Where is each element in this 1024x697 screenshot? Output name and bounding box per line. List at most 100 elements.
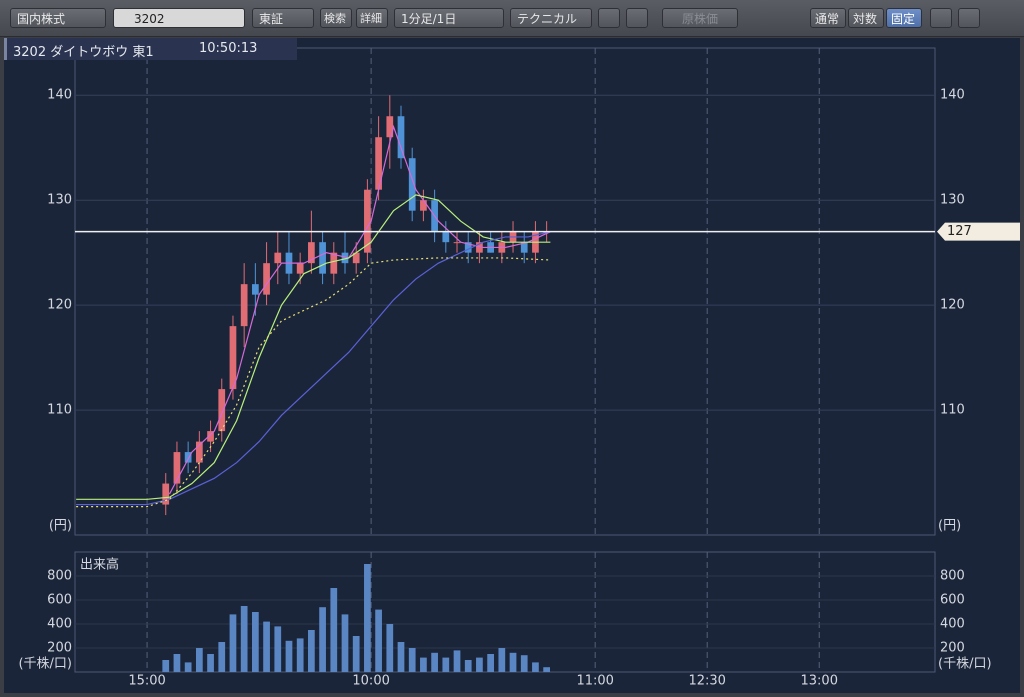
symbol: 3202 ダイトウボウ 東1	[13, 45, 154, 60]
volume-bar	[285, 640, 293, 672]
candle-body	[207, 431, 214, 442]
search-button[interactable]: 検索	[320, 8, 352, 28]
candle-body	[453, 242, 461, 244]
candle-body	[274, 252, 282, 264]
draw-button[interactable]	[598, 8, 620, 28]
volume-unit-right: (千株/口)	[938, 657, 992, 672]
candle-body	[420, 200, 427, 211]
y-tick-label-right: 600	[940, 593, 965, 608]
y-tick-label: 600	[47, 593, 72, 608]
volume-bar	[229, 614, 237, 672]
volume-bar	[207, 654, 214, 672]
volume-bar	[263, 621, 270, 672]
volume-bar	[296, 638, 304, 672]
x-tick-label: 13:00	[801, 674, 838, 689]
y-tick-label-right: 400	[940, 617, 965, 632]
candle-body	[240, 284, 248, 327]
volume-bar	[352, 636, 360, 672]
candle-body	[229, 326, 237, 390]
price-panel	[74, 47, 936, 536]
toolbar: 国内株式 3202 東証 検索 詳細 1分足/1日 テクニカル 原株価 通常 対…	[0, 0, 1024, 37]
volume-bar	[364, 564, 371, 672]
moving-average	[76, 257, 551, 508]
candle-body	[162, 483, 170, 505]
y-tick-label-right: 130	[940, 193, 965, 208]
candle-body	[408, 158, 416, 211]
candle-body	[520, 242, 528, 253]
candle-body	[386, 116, 394, 138]
volume-bar	[218, 642, 226, 672]
y-tick-label: 120	[47, 298, 72, 313]
y-tick-label-right: 110	[940, 403, 965, 418]
log-mode[interactable]: 対数	[848, 8, 884, 28]
y-unit-right: (円)	[938, 519, 961, 534]
x-tick-label: 15:00	[128, 674, 165, 689]
x-tick-label: 12:30	[688, 674, 725, 689]
volume-bar	[498, 648, 506, 672]
candle-body	[173, 452, 181, 484]
quote-time: 10:50:13	[199, 41, 258, 56]
volume-bar	[487, 654, 494, 672]
y-tick-label-right: 800	[940, 569, 965, 584]
exchange-select[interactable]: 東証	[252, 8, 314, 28]
volume-bar	[274, 626, 282, 672]
symbol-header: 3202 ダイトウボウ 東1 10:50:13	[4, 38, 297, 60]
y-tick-label: 140	[47, 88, 72, 103]
candle-body	[397, 116, 405, 159]
volume-bar	[184, 662, 192, 672]
shrink-button[interactable]	[958, 8, 980, 28]
moving-average	[76, 231, 551, 506]
candle-body	[308, 242, 315, 264]
undo-button[interactable]	[930, 8, 952, 28]
market-select[interactable]: 国内株式	[10, 8, 106, 28]
candle-body	[375, 137, 382, 190]
technical-button[interactable]: テクニカル	[510, 8, 592, 28]
original-price-button[interactable]: 原株価	[662, 8, 738, 28]
y-tick-label-right: 200	[940, 641, 965, 656]
x-tick-label: 11:00	[576, 674, 613, 689]
search-box[interactable]: 3202	[113, 8, 245, 28]
volume-bar	[386, 624, 394, 672]
volume-bar	[464, 660, 472, 672]
volume-bar	[442, 657, 450, 672]
volume-bar	[420, 657, 427, 672]
volume-bar	[252, 612, 259, 672]
volume-bar	[240, 606, 248, 672]
add-button[interactable]	[626, 8, 648, 28]
candle-body	[341, 252, 349, 264]
candle-body	[464, 242, 472, 253]
y-tick-label: 200	[47, 641, 72, 656]
candle-body	[364, 189, 371, 253]
volume-bar	[543, 667, 550, 672]
volume-bar	[173, 654, 181, 672]
detail-button[interactable]: 詳細	[356, 8, 388, 28]
chart-background	[4, 38, 1020, 693]
volume-bar	[319, 607, 326, 672]
candle-body	[296, 263, 304, 274]
volume-bar	[476, 657, 483, 672]
candle-body	[218, 389, 226, 432]
candle-body	[476, 242, 483, 253]
candle-body	[442, 231, 450, 243]
volume-unit: (千株/口)	[18, 657, 72, 672]
candle-body	[263, 263, 270, 295]
volume-bar	[341, 614, 349, 672]
fixed-mode[interactable]: 固定	[886, 8, 922, 28]
volume-bar	[408, 648, 416, 672]
candle-body	[330, 252, 338, 274]
y-tick-label: 130	[47, 193, 72, 208]
y-tick-label: 400	[47, 617, 72, 632]
volume-bar	[162, 660, 170, 672]
candle-body	[252, 284, 259, 295]
volume-bar	[509, 652, 517, 672]
interval-select[interactable]: 1分足/1日	[394, 8, 504, 28]
volume-bar	[308, 630, 315, 672]
volume-bar	[431, 652, 438, 672]
normal-mode[interactable]: 通常	[810, 8, 846, 28]
volume-bar	[520, 655, 528, 672]
moving-average	[76, 194, 551, 500]
last-price-tag	[937, 222, 1020, 241]
volume-bar	[375, 609, 382, 672]
y-unit: (円)	[49, 519, 72, 534]
